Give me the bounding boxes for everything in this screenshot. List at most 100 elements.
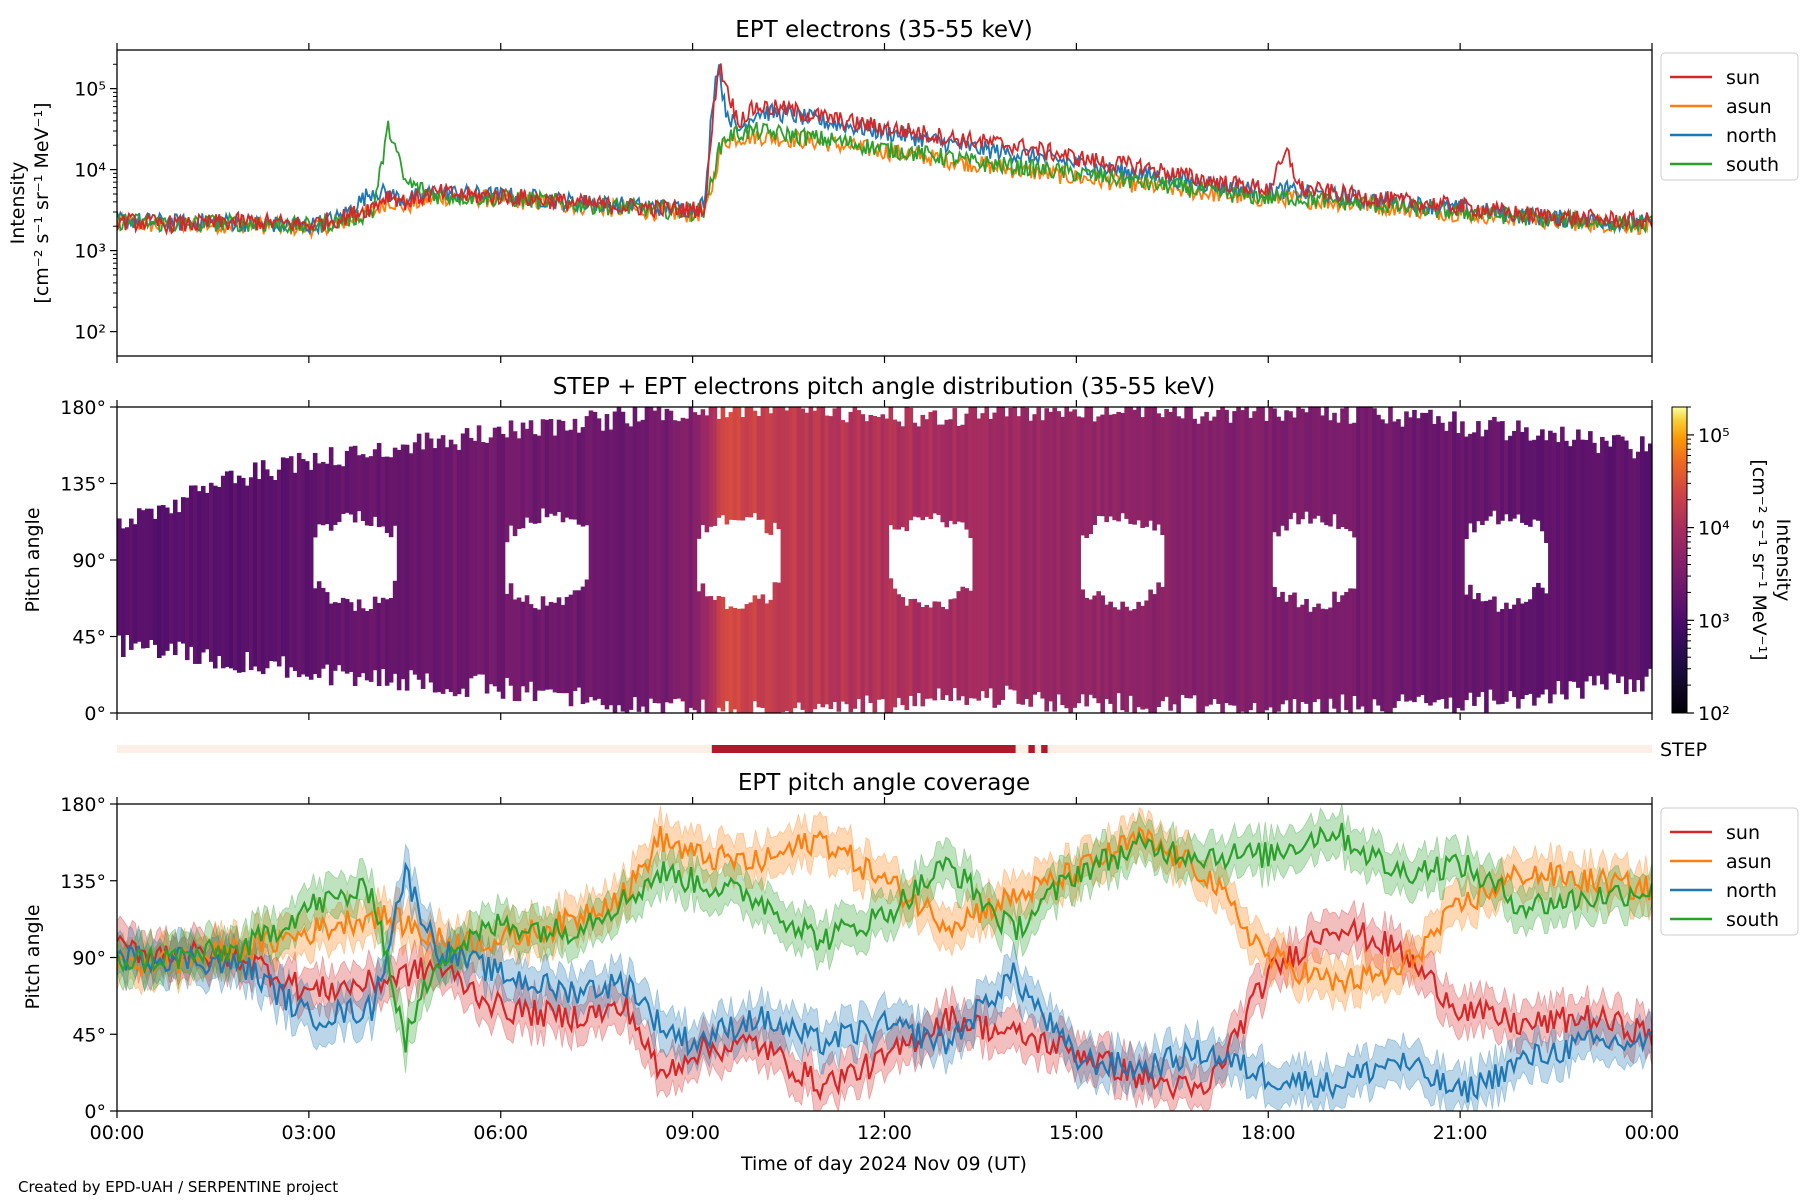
pad-cell [1592, 442, 1597, 686]
pad-cell [1492, 416, 1497, 511]
pad-cell [980, 413, 986, 692]
pad-cell [388, 598, 394, 683]
series-line-asun [117, 128, 1652, 240]
pad-cell [296, 452, 302, 678]
pad-cell [1100, 595, 1105, 713]
pad-cell [652, 410, 658, 704]
pad-cell [1128, 407, 1133, 524]
pad-cell [1180, 418, 1185, 695]
pad-cell [832, 408, 838, 703]
coverage-line-sun [117, 916, 1652, 1102]
pad-cell [864, 421, 870, 696]
pad-cell [564, 430, 570, 518]
pad-cell [916, 426, 922, 518]
pad-cell [800, 408, 806, 710]
panel1-title: EPT electrons (35-55 keV) [735, 17, 1032, 43]
pad-cell [1464, 594, 1469, 701]
pad-cell [552, 602, 558, 693]
pad-cell [672, 420, 678, 700]
pad-cell [524, 595, 530, 693]
pad-cell [1076, 416, 1081, 704]
pad-cell [1300, 408, 1305, 520]
pad-cell [140, 510, 146, 649]
pad-cell [320, 587, 326, 669]
pad-cell [1292, 417, 1297, 513]
pad-cell [712, 407, 718, 526]
pad-cell [512, 431, 518, 537]
y-tick-label: 10⁵ [74, 79, 106, 101]
pad-cell [1480, 436, 1485, 526]
pad-cell [656, 407, 662, 704]
pad-cell [124, 527, 130, 636]
pad-cell [508, 583, 514, 686]
pad-cell [208, 482, 214, 662]
pad-cell [516, 438, 522, 529]
pad-cell [608, 429, 614, 706]
pad-cell [1160, 586, 1165, 702]
pad-cell [1344, 591, 1349, 711]
pad-cell [1580, 439, 1585, 699]
pad-cell [1396, 419, 1401, 702]
pad-cell [440, 435, 446, 694]
pad-cell [820, 407, 826, 708]
pad-cell [1120, 601, 1125, 711]
pad-cell [1432, 423, 1437, 703]
pad-cell [1028, 420, 1034, 707]
pad-cell [740, 417, 746, 521]
pad-cell [644, 407, 650, 713]
pad-cell [1240, 410, 1245, 712]
series-line-sun [117, 63, 1652, 236]
coverage-series [117, 804, 1652, 1111]
legend-box [1660, 807, 1799, 936]
pad-cell [1516, 420, 1521, 515]
pad-cell [1236, 407, 1241, 713]
pad-cell [964, 413, 970, 530]
pad-cell [376, 442, 382, 528]
pad-cell [616, 407, 622, 706]
pad-cell [292, 472, 298, 671]
pad-cell [276, 469, 282, 667]
pad-cell [576, 432, 582, 525]
pad-cell [1148, 589, 1153, 713]
pad-cell [1532, 439, 1537, 520]
pad-cell [1544, 593, 1549, 690]
pad-cell [384, 456, 390, 533]
pad-cell [780, 407, 786, 713]
pad-cell [700, 583, 706, 700]
pad-cell [1152, 594, 1157, 713]
pad-cell [1000, 407, 1006, 700]
pad-cell [668, 410, 674, 704]
pad-cell [1524, 427, 1529, 526]
pad-cell [1572, 439, 1577, 682]
pad-cell [704, 415, 710, 533]
pad-cell [1260, 407, 1265, 713]
pad-cell [496, 426, 502, 692]
x-tick-label: 09:00 [665, 1122, 720, 1144]
pad-cell [1036, 407, 1041, 692]
pad-cell [1220, 407, 1225, 713]
pad-cell [1300, 604, 1305, 703]
pad-cell [264, 469, 270, 669]
pad-cell [940, 424, 946, 523]
pad-cell [584, 416, 590, 526]
pad-cell [732, 407, 738, 521]
pad-cell [1308, 407, 1313, 524]
pad-cell [152, 518, 158, 645]
pad-cell [1276, 596, 1281, 712]
pad-cell [284, 458, 290, 678]
pad-cell [396, 449, 402, 691]
pad-cell [556, 419, 562, 513]
pad-cell [1644, 451, 1649, 677]
pad-cell [316, 463, 322, 525]
pad-cell [416, 433, 422, 680]
pad-cell [1296, 607, 1301, 713]
pad-cell [380, 597, 386, 670]
pad-cell [1212, 416, 1217, 700]
pad-cell [856, 410, 862, 700]
pad-cell [1052, 407, 1057, 712]
pad-cell [452, 444, 458, 697]
pad-cell [868, 414, 874, 703]
pad-cell [1296, 407, 1301, 525]
pad-cell [1352, 422, 1357, 538]
panel2-x-axis [116, 400, 1653, 720]
